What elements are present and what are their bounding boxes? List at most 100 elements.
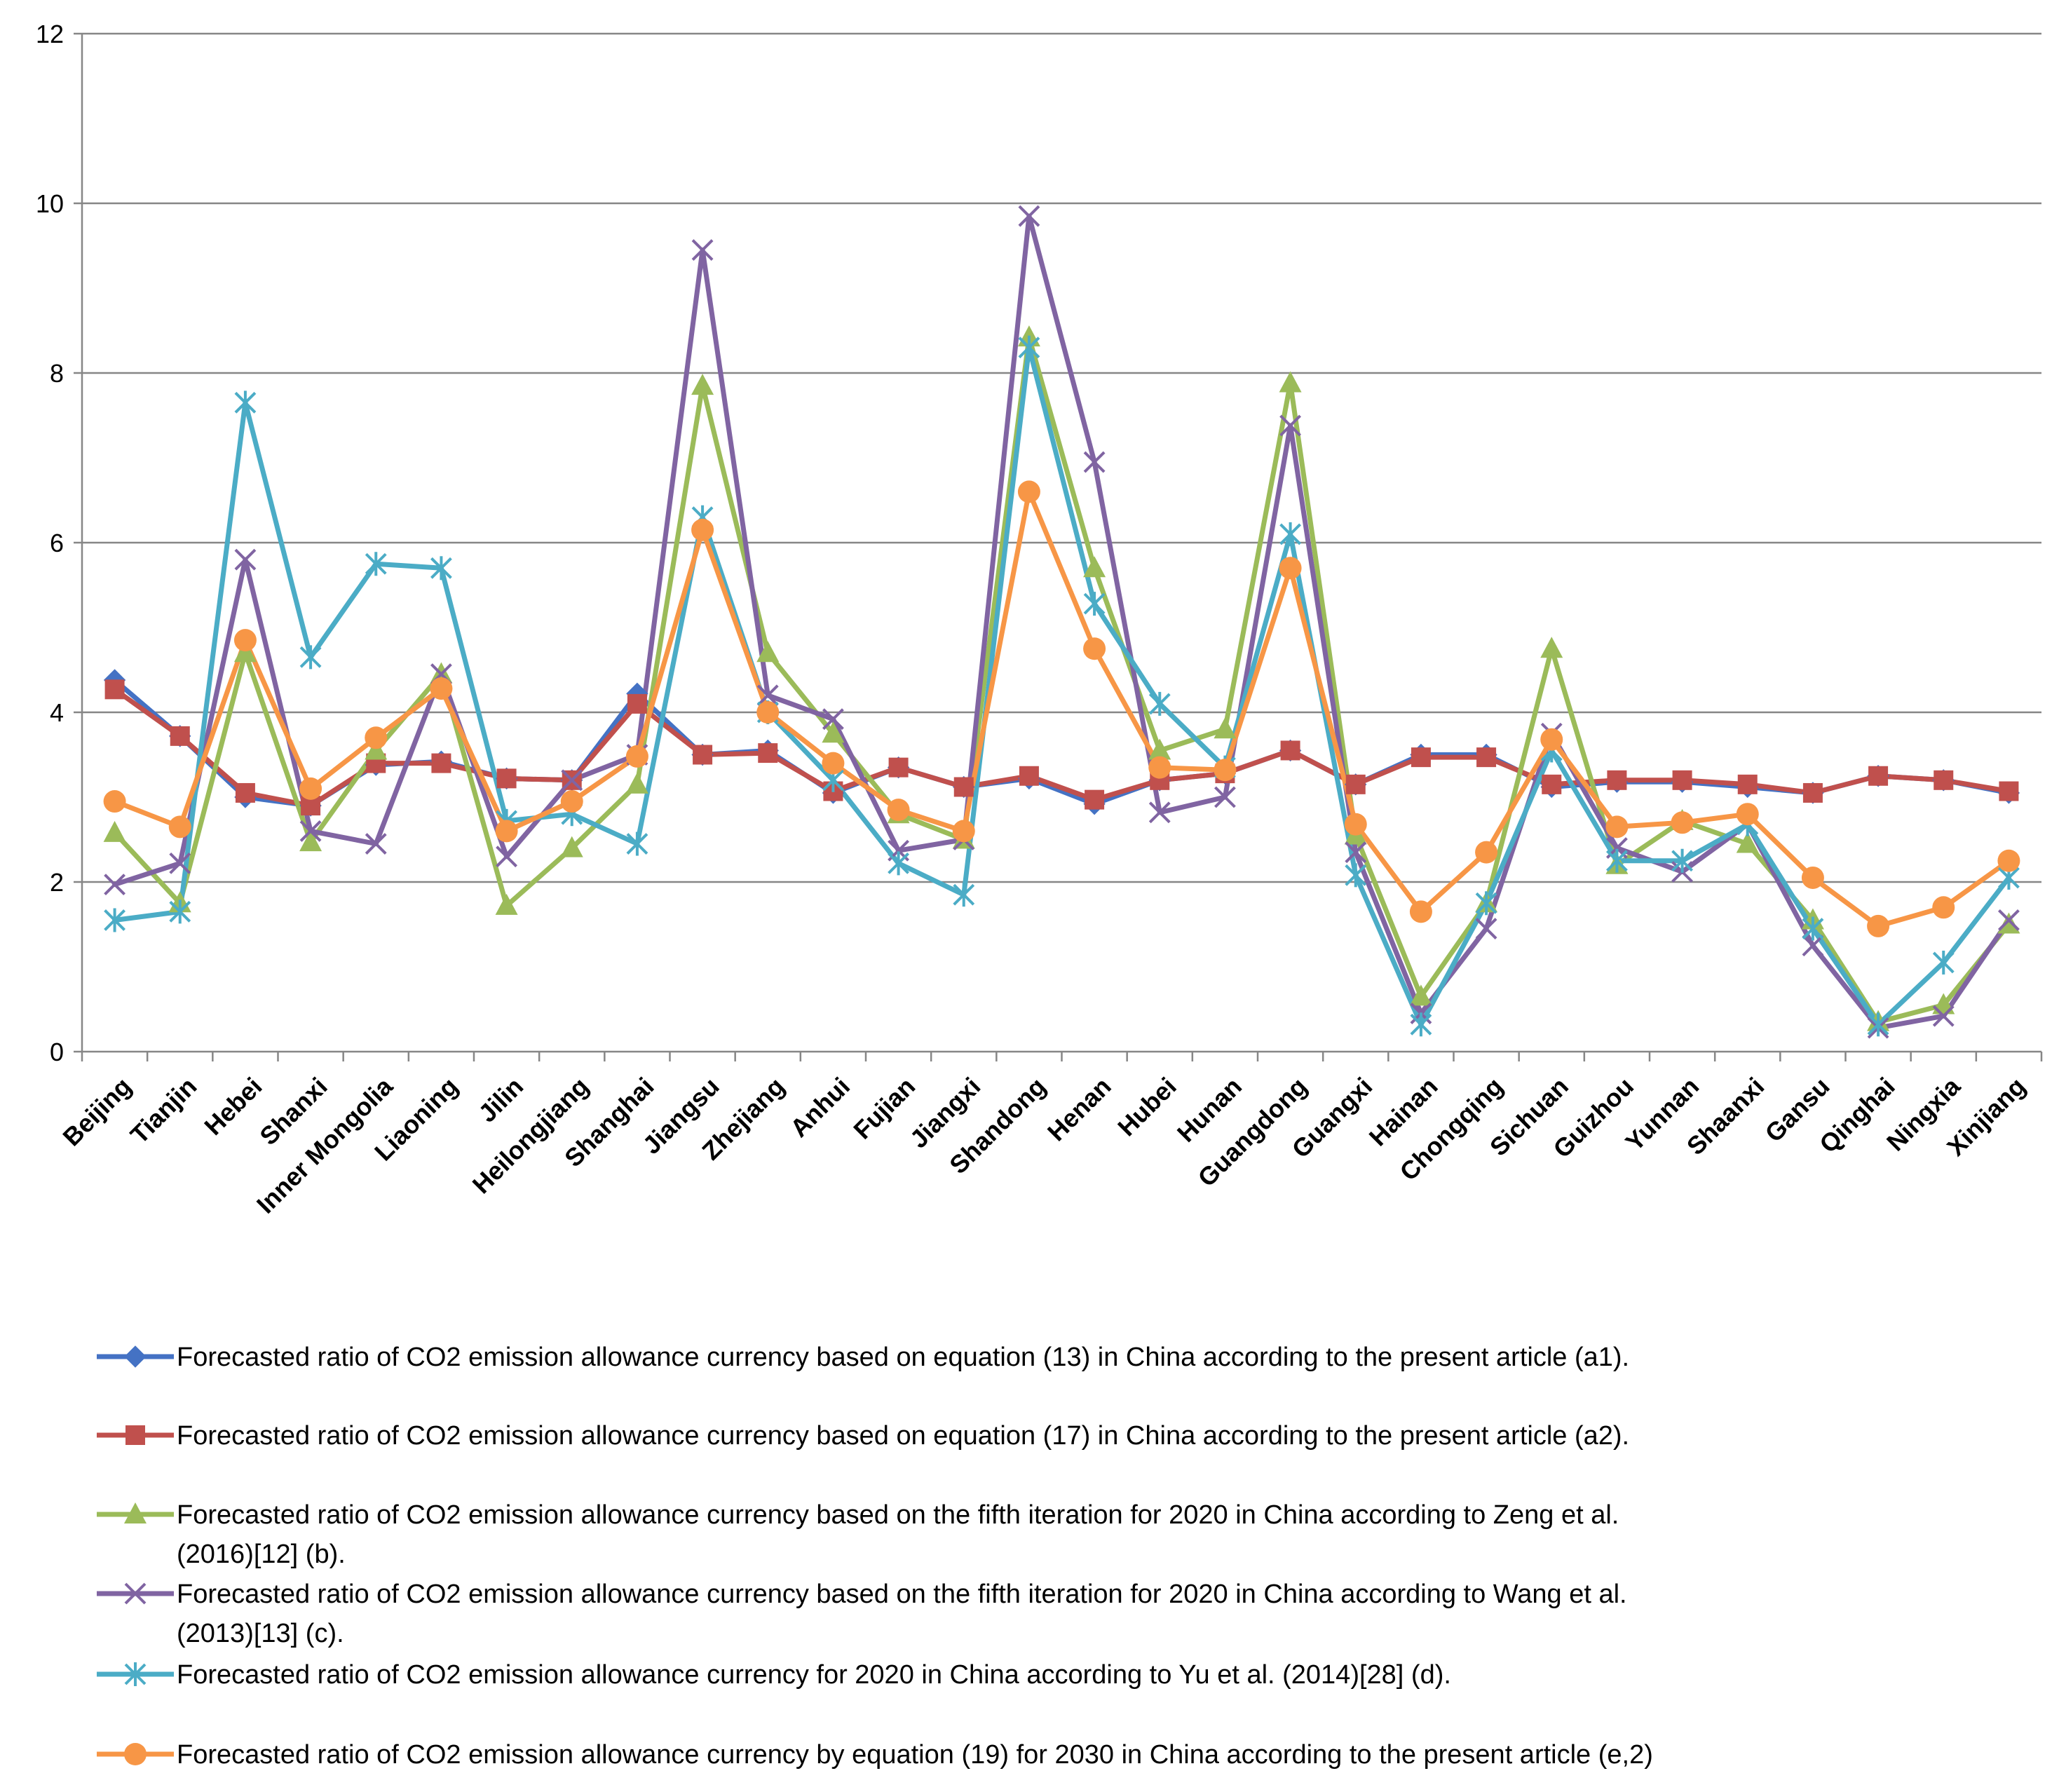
series-line-b [112, 334, 2011, 1025]
data-point [495, 820, 518, 843]
data-point [1671, 848, 1693, 873]
data-point [168, 815, 191, 839]
data-point [952, 820, 975, 843]
series-line-c [112, 213, 2011, 1031]
data-point [233, 641, 257, 663]
data-point [693, 745, 713, 765]
data-point [1085, 789, 1105, 810]
marker-stroke [1932, 1005, 1955, 1027]
data-point [756, 701, 780, 724]
data-point [170, 726, 190, 746]
marker-stroke [822, 708, 844, 731]
data-point [1344, 813, 1367, 836]
data-point [1802, 935, 1824, 957]
legend-swatch-marker [125, 1425, 145, 1445]
data-point [1802, 782, 1823, 803]
data-point [560, 790, 583, 813]
data-point [1932, 896, 1955, 919]
data-point [625, 772, 648, 794]
data-point [430, 556, 452, 581]
legend-item: Forecasted ratio of CO2 emission allowan… [97, 1421, 1629, 1451]
data-point [496, 846, 517, 868]
marker-stroke [1148, 801, 1171, 824]
y-tick-label: 10 [36, 189, 64, 218]
series-line-e2 [112, 489, 2011, 929]
data-point [1214, 759, 1237, 782]
data-point [365, 726, 388, 749]
data-point [561, 769, 583, 792]
data-point [953, 777, 974, 797]
data-point [1476, 747, 1497, 768]
data-point [1540, 637, 1563, 658]
legend-item: Forecasted ratio of CO2 emission allowan… [97, 1500, 1619, 1569]
y-tick-label: 12 [36, 20, 64, 48]
data-point [756, 684, 779, 707]
data-point [1083, 451, 1106, 473]
data-point [299, 777, 322, 800]
data-point [1345, 863, 1367, 888]
data-point [1279, 522, 1301, 546]
data-point [560, 836, 583, 857]
data-point [365, 833, 387, 855]
data-point [1475, 841, 1498, 864]
legend-label: Forecasted ratio of CO2 emission allowan… [177, 1740, 1653, 1770]
data-point [1083, 556, 1106, 578]
axes [74, 32, 2043, 1061]
y-tick-label: 4 [50, 698, 64, 727]
data-point [953, 883, 975, 907]
data-point [1867, 914, 1890, 937]
series-lines [112, 213, 2011, 1031]
x-tick-label: Hubei [1112, 1072, 1182, 1142]
data-point [1475, 891, 1497, 916]
data-point [1999, 781, 2019, 801]
data-point [1409, 984, 1432, 1006]
legend-item: Forecasted ratio of CO2 emission allowan… [97, 1740, 1653, 1770]
marker-stroke [561, 769, 583, 792]
data-point [626, 831, 648, 856]
data-point [1998, 909, 2020, 931]
data-point [691, 518, 714, 541]
data-point [1605, 815, 1629, 839]
data-point [1934, 770, 1954, 790]
data-point [1542, 774, 1562, 794]
data-point [1148, 756, 1171, 779]
legend-label: (2013)[13] (c). [177, 1619, 344, 1648]
data-point [1736, 831, 1759, 853]
data-point [365, 552, 387, 576]
data-point [1214, 786, 1236, 808]
series-line-a2 [112, 686, 2011, 808]
data-point [299, 820, 322, 842]
data-point [1280, 740, 1300, 761]
marker-stroke [1998, 909, 2020, 931]
data-point [627, 693, 647, 714]
y-tick-label: 0 [50, 1038, 64, 1066]
data-point [104, 874, 125, 896]
legend-swatch-marker [124, 1582, 147, 1605]
data-point [1083, 592, 1106, 616]
data-point [103, 820, 126, 842]
data-point [1018, 335, 1040, 360]
legend-swatch-marker [124, 1662, 147, 1686]
data-point [625, 745, 648, 768]
marker-stroke [299, 820, 322, 842]
data-point [1671, 811, 1694, 834]
marker-stroke [691, 239, 714, 261]
legend-label: Forecasted ratio of CO2 emission allowan… [177, 1421, 1629, 1451]
data-point [496, 768, 517, 789]
data-point [1018, 205, 1040, 227]
data-point [1279, 557, 1302, 580]
legend-label: Forecasted ratio of CO2 emission allowan… [177, 1500, 1619, 1530]
data-point [1737, 774, 1758, 794]
x-tick-label: Anhui [784, 1072, 855, 1143]
marker-stroke [234, 548, 257, 571]
data-point [495, 893, 518, 915]
data-point [691, 374, 714, 395]
marker-stroke [496, 846, 517, 868]
x-tick-label: Jilin [473, 1072, 529, 1128]
data-point [1411, 747, 1431, 768]
data-point [431, 753, 451, 773]
x-tick-label: Beijing [57, 1072, 137, 1152]
data-point [1409, 900, 1432, 923]
data-point [1868, 766, 1889, 786]
